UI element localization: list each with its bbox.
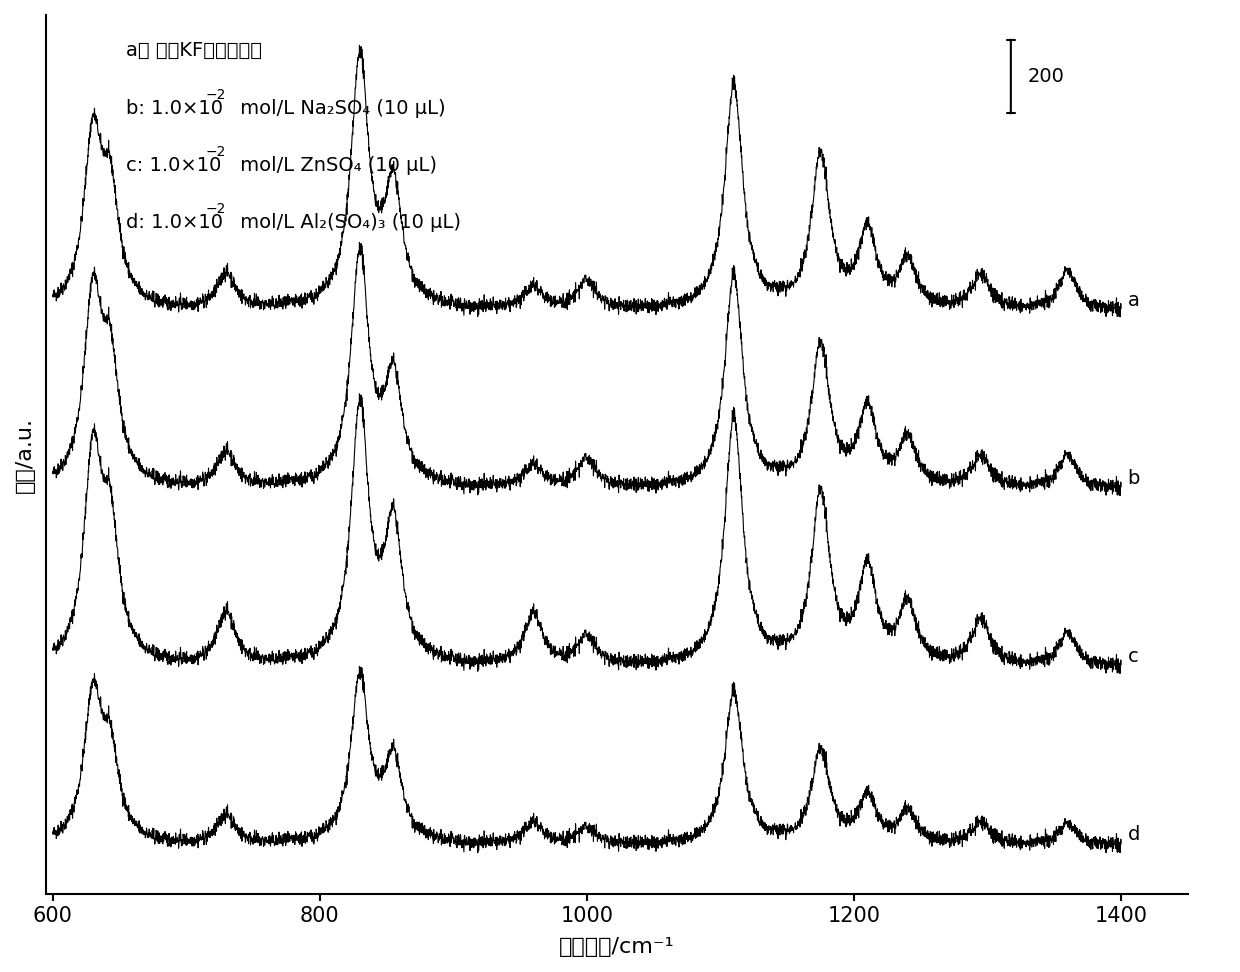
Text: b: 1.0×10: b: 1.0×10 — [126, 98, 223, 118]
Text: mol/L ZnSO₄ (10 μL): mol/L ZnSO₄ (10 μL) — [234, 156, 438, 175]
Text: −2: −2 — [206, 87, 227, 102]
Text: mol/L Na₂SO₄ (10 μL): mol/L Na₂SO₄ (10 μL) — [234, 98, 446, 118]
Text: −2: −2 — [206, 145, 227, 159]
Text: 200: 200 — [1028, 67, 1065, 87]
X-axis label: 拉曼位移/cm⁻¹: 拉曼位移/cm⁻¹ — [559, 937, 675, 957]
Y-axis label: 强度/a.u.: 强度/a.u. — [15, 417, 35, 493]
Text: c: 1.0×10: c: 1.0×10 — [126, 156, 222, 175]
Text: mol/L Al₂(SO₄)₃ (10 μL): mol/L Al₂(SO₄)₃ (10 μL) — [234, 213, 461, 231]
Text: d: d — [1127, 825, 1140, 845]
Text: b: b — [1127, 469, 1140, 488]
Text: c: c — [1127, 647, 1138, 666]
Text: −2: −2 — [206, 202, 227, 216]
Text: d: 1.0×10: d: 1.0×10 — [126, 213, 223, 231]
Text: a: a — [1127, 291, 1140, 310]
Text: a： 只加KF不加硫酸盐: a： 只加KF不加硫酸盐 — [126, 42, 262, 60]
